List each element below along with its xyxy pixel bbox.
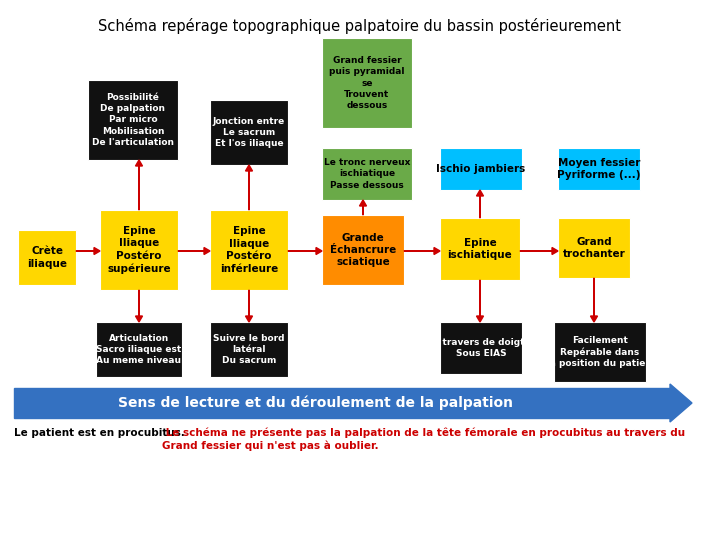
Bar: [18, 230, 76, 285]
FancyArrow shape: [178, 247, 210, 254]
Bar: [558, 148, 640, 190]
Text: Moyen fessier
Pyriforme (...): Moyen fessier Pyriforme (...): [557, 158, 641, 180]
Bar: [440, 218, 520, 280]
Text: Le patient est en procubitus.: Le patient est en procubitus.: [14, 428, 185, 438]
Text: Ischio jambiers: Ischio jambiers: [436, 164, 526, 174]
Text: Facilement
Repérable dans
La position du patient: Facilement Repérable dans La position du…: [544, 336, 656, 368]
Bar: [100, 210, 178, 290]
FancyArrow shape: [520, 247, 558, 254]
Bar: [210, 322, 288, 377]
FancyArrow shape: [359, 200, 366, 215]
Bar: [322, 38, 412, 128]
Bar: [440, 148, 522, 190]
FancyArrow shape: [404, 247, 440, 254]
Bar: [558, 218, 630, 278]
Text: Grand fessier
puis pyramidal
se
Trouvent
dessous: Grand fessier puis pyramidal se Trouvent…: [329, 56, 405, 110]
Text: Jonction entre
Le sacrum
Et l'os iliaque: Jonction entre Le sacrum Et l'os iliaque: [213, 117, 285, 148]
FancyArrow shape: [477, 280, 484, 322]
Bar: [322, 215, 404, 285]
FancyArrow shape: [135, 160, 143, 210]
Text: Grand
trochanter: Grand trochanter: [562, 237, 626, 259]
FancyArrow shape: [135, 290, 143, 322]
Bar: [440, 322, 522, 374]
Bar: [210, 210, 288, 290]
FancyArrow shape: [477, 190, 484, 218]
Text: Suivre le bord
latéral
Du sacrum: Suivre le bord latéral Du sacrum: [213, 334, 284, 365]
FancyArrow shape: [76, 247, 100, 254]
Text: Epine
ischiatique: Epine ischiatique: [448, 238, 513, 260]
Text: Le tronc nerveux
ischiatique
Passe dessous: Le tronc nerveux ischiatique Passe desso…: [324, 158, 410, 190]
Bar: [88, 80, 178, 160]
FancyArrow shape: [246, 290, 253, 322]
Text: Sens de lecture et du déroulement de la palpation: Sens de lecture et du déroulement de la …: [118, 396, 513, 410]
Bar: [210, 100, 288, 165]
FancyArrow shape: [288, 247, 322, 254]
Text: Le schéma ne présente pas la palpation de la tête fémorale en procubitus au trav: Le schéma ne présente pas la palpation d…: [162, 428, 685, 451]
FancyArrow shape: [590, 278, 598, 322]
Text: Schéma repérage topographique palpatoire du bassin postérieurement: Schéma repérage topographique palpatoire…: [99, 18, 621, 34]
Polygon shape: [14, 388, 670, 418]
Bar: [554, 322, 646, 382]
Text: Epine
Iliaque
Postéro
inférleure: Epine Iliaque Postéro inférleure: [220, 226, 278, 274]
Polygon shape: [670, 384, 692, 422]
Text: Articulation
Sacro iliaque est
Au meme niveau: Articulation Sacro iliaque est Au meme n…: [96, 334, 181, 365]
Text: 4 travers de doigts
Sous EIAS: 4 travers de doigts Sous EIAS: [433, 338, 529, 358]
Bar: [96, 322, 182, 377]
Text: Possibilité
De palpation
Par micro
Mobilisation
De l'articulation: Possibilité De palpation Par micro Mobil…: [92, 93, 174, 147]
FancyArrow shape: [246, 165, 253, 210]
Text: Grande
Échancrure
sciatique: Grande Échancrure sciatique: [330, 233, 396, 267]
Bar: [322, 148, 412, 200]
Text: Epine
Iliaque
Postéro
supérieure: Epine Iliaque Postéro supérieure: [107, 226, 171, 274]
Text: Crète
iliaque: Crète iliaque: [27, 246, 67, 269]
